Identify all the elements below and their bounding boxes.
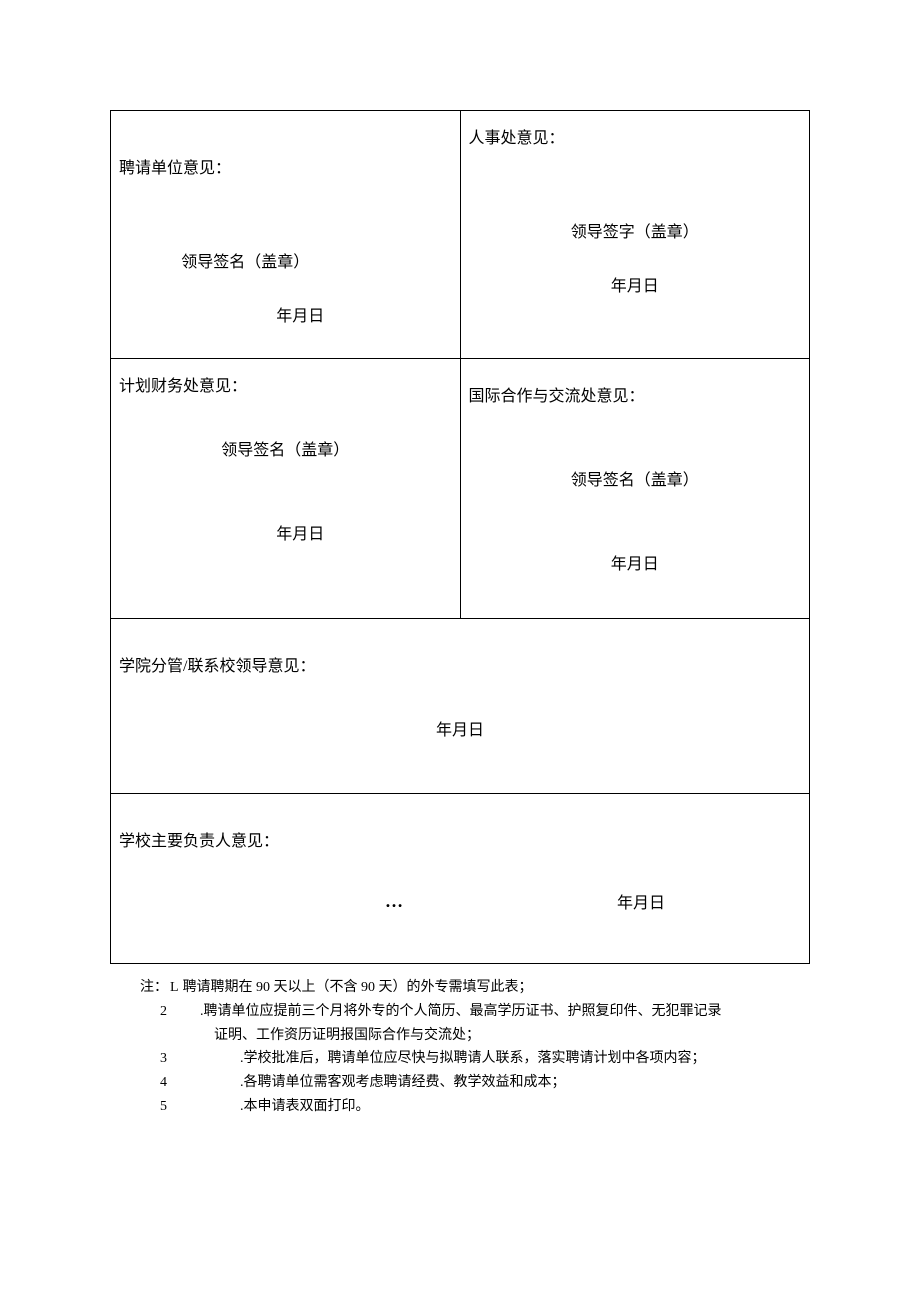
- principal-ellipsis: …: [385, 891, 405, 912]
- note-text-2: .聘请单位应提前三个月将外专的个人简历、最高学历证书、护照复印件、无犯罪记录: [200, 1000, 790, 1024]
- intl-title: 国际合作与交流处意见：: [469, 385, 802, 409]
- note-line-1: 注： L 聘请聘期在 90 天以上（不含 90 天）的外专需填写此表；: [140, 976, 790, 1000]
- vp-date: 年月日: [119, 719, 801, 743]
- hiring-unit-signature: 领导签名（盖章）: [119, 251, 452, 275]
- hr-date: 年月日: [469, 275, 802, 299]
- hiring-unit-date: 年月日: [119, 305, 452, 329]
- note-num-5: 5: [140, 1095, 200, 1119]
- note-text-1: 聘请聘期在 90 天以上（不含 90 天）的外专需填写此表；: [183, 976, 790, 1000]
- cell-vp: 学院分管/联系校领导意见： 年月日: [111, 619, 810, 794]
- vp-title: 学院分管/联系校领导意见：: [119, 655, 801, 679]
- note-line-2: 2 .聘请单位应提前三个月将外专的个人简历、最高学历证书、护照复印件、无犯罪记录: [140, 1000, 790, 1024]
- note-num-1: L: [168, 976, 183, 1000]
- note-num-3: 3: [140, 1047, 200, 1071]
- principal-title: 学校主要负责人意见：: [119, 830, 801, 854]
- finance-date: 年月日: [119, 523, 452, 547]
- finance-title: 计划财务处意见：: [119, 375, 452, 399]
- intl-signature: 领导签名（盖章）: [469, 469, 802, 493]
- note-text-2b: 证明、工作资历证明报国际合作与交流处；: [200, 1024, 790, 1048]
- finance-signature: 领导签名（盖章）: [119, 439, 452, 463]
- note-prefix: 注：: [140, 976, 168, 1000]
- intl-date: 年月日: [469, 553, 802, 577]
- note-line-2b: 证明、工作资历证明报国际合作与交流处；: [140, 1024, 790, 1048]
- principal-date: 年月日: [511, 889, 771, 913]
- note-text-3: .学校批准后，聘请单位应尽快与拟聘请人联系，落实聘请计划中各项内容；: [200, 1047, 790, 1071]
- cell-hiring-unit: 聘请单位意见： 领导签名（盖章） 年月日: [111, 111, 461, 359]
- note-text-5: .本申请表双面打印。: [200, 1095, 790, 1119]
- note-line-4: 4 .各聘请单位需客观考虑聘请经费、教学效益和成本；: [140, 1071, 790, 1095]
- hr-signature: 领导签字（盖章）: [469, 221, 802, 245]
- note-num-4: 4: [140, 1071, 200, 1095]
- cell-principal: 学校主要负责人意见： … 年月日: [111, 794, 810, 964]
- cell-hr: 人事处意见： 领导签字（盖章） 年月日: [460, 111, 810, 359]
- note-num-2: 2: [140, 1000, 200, 1024]
- hr-title: 人事处意见：: [469, 127, 802, 151]
- note-line-3: 3 .学校批准后，聘请单位应尽快与拟聘请人联系，落实聘请计划中各项内容；: [140, 1047, 790, 1071]
- cell-finance: 计划财务处意见： 领导签名（盖章） 年月日: [111, 359, 461, 619]
- notes-section: 注： L 聘请聘期在 90 天以上（不含 90 天）的外专需填写此表； 2 .聘…: [110, 976, 810, 1119]
- note-text-4: .各聘请单位需客观考虑聘请经费、教学效益和成本；: [200, 1071, 790, 1095]
- cell-intl: 国际合作与交流处意见： 领导签名（盖章） 年月日: [460, 359, 810, 619]
- hiring-unit-title: 聘请单位意见：: [119, 157, 452, 181]
- note-line-5: 5 .本申请表双面打印。: [140, 1095, 790, 1119]
- approval-form-table: 聘请单位意见： 领导签名（盖章） 年月日 人事处意见： 领导签字（盖章） 年月日…: [110, 110, 810, 964]
